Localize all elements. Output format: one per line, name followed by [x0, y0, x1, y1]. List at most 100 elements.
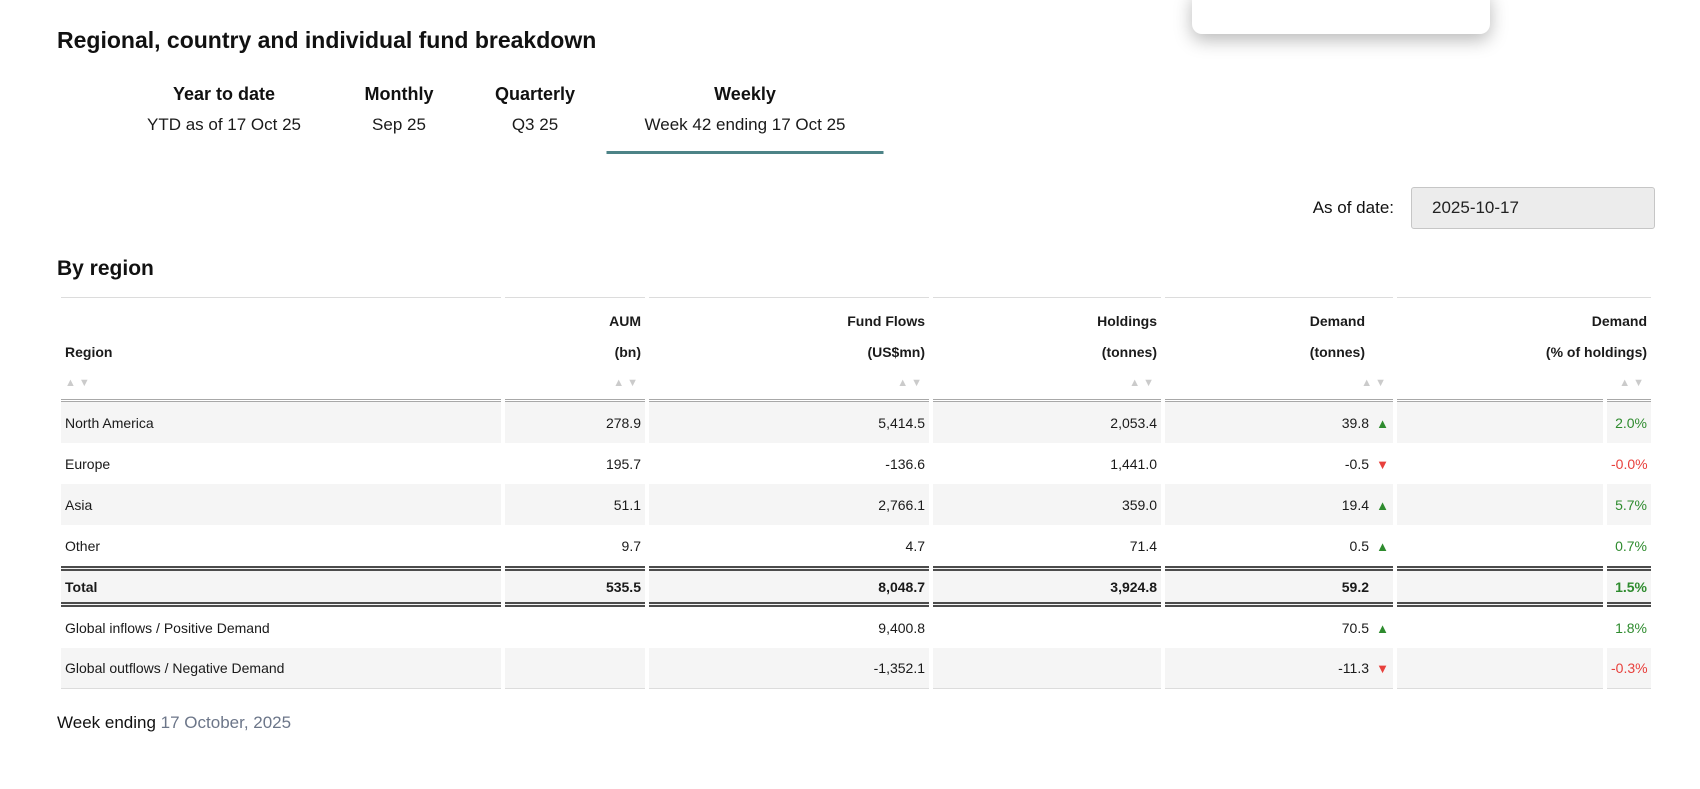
table-row-asia: Asia 51.1 2,766.1 359.0 19.4 ▲ 5.7% — [61, 484, 1652, 525]
tab-label: Monthly — [364, 84, 434, 104]
fund-flows-cell: -1,352.1 — [649, 648, 929, 689]
demand-pct-cell: -0.3% — [1607, 648, 1652, 689]
tab-sublabel: Q3 25 — [511, 115, 559, 134]
header-aum: AUM — [505, 297, 645, 332]
header-demand-tonnes: Demand — [1165, 297, 1393, 332]
trend-up-icon: ▲ — [1376, 415, 1389, 431]
demand-pct-cell: -0.0% — [1611, 455, 1648, 472]
demand-pct-spacer — [1397, 443, 1603, 484]
fund-flows-cell: 4.7 — [905, 537, 925, 554]
fund-flows-cell: 2,766.1 — [649, 484, 929, 525]
demand-pct-cell: 0.7% — [1615, 537, 1648, 554]
holdings-cell: 1,441.0 — [1110, 455, 1157, 472]
header-demand-pct-unit: (% of holdings) — [1545, 344, 1648, 360]
as-of-date-input[interactable] — [1411, 187, 1655, 229]
header-fund-flows: Fund Flows — [649, 297, 929, 332]
period-tabs: Year to date YTD as of 17 Oct 25 Monthly… — [57, 82, 1655, 161]
demand-cell: -0.5 ▼ — [1344, 455, 1389, 472]
aum-cell — [505, 607, 645, 648]
header-region: Region — [65, 344, 113, 360]
tab-quarterly[interactable]: Quarterly Q3 25 — [495, 82, 575, 137]
sort-up-icon: ▲ — [897, 377, 912, 389]
trend-down-icon: ▼ — [1376, 661, 1389, 676]
tab-label: Quarterly — [494, 84, 576, 104]
sort-down-icon: ▼ — [627, 377, 641, 389]
holdings-cell — [933, 648, 1161, 689]
sort-up-icon: ▲ — [1619, 377, 1634, 389]
demand-pct-spacer — [1397, 648, 1603, 689]
tab-weekly[interactable]: Weekly Week 42 ending 17 Oct 25 — [606, 82, 884, 154]
demand-pct-spacer — [1397, 566, 1603, 607]
table-row-other: Other 9.7 4.7 71.4 0.5 ▲ 0.7% — [61, 525, 1651, 566]
by-region-table: AUM Fund Flows Holdings Demand Demand Re… — [57, 297, 1655, 689]
region-cell: Asia — [61, 484, 501, 525]
demand-cell: 59.2 — [1165, 566, 1393, 607]
sort-spacer — [1397, 373, 1603, 402]
tab-label: Year to date — [172, 84, 276, 104]
sort-down-icon: ▼ — [78, 377, 93, 389]
trend-up-icon: ▲ — [1376, 538, 1389, 554]
header-demand-tonnes-unit: (tonnes) — [1309, 344, 1365, 360]
holdings-cell: 3,924.8 — [933, 566, 1161, 607]
sort-down-icon: ▼ — [911, 377, 925, 389]
trend-down-icon: ▼ — [1376, 456, 1389, 472]
aum-cell: 51.1 — [505, 484, 645, 525]
tab-sublabel: Sep 25 — [372, 115, 426, 134]
region-cell: Global inflows / Positive Demand — [65, 619, 270, 636]
as-of-date-row: As of date: — [57, 187, 1655, 229]
demand-cell: 0.5 ▲ — [1349, 537, 1389, 554]
header-demand-pct: Demand — [1397, 297, 1652, 332]
sort-up-icon: ▲ — [1129, 377, 1144, 389]
sort-down-icon: ▼ — [1143, 377, 1157, 389]
demand-pct-cell: 1.8% — [1615, 619, 1648, 636]
table-row-total: Total 535.5 8,048.7 3,924.8 59.2 1.5% — [61, 566, 1652, 607]
sort-down-icon: ▼ — [1633, 377, 1648, 389]
tab-sublabel: Week 42 ending 17 Oct 25 — [644, 115, 846, 134]
sort-icons-holdings[interactable]: ▲▼ — [1129, 377, 1157, 389]
header-aum-unit: (bn) — [614, 344, 641, 360]
sort-icons-demand-tonnes[interactable]: ▲▼ — [1361, 377, 1389, 389]
sort-down-icon: ▼ — [1375, 377, 1389, 389]
region-cell: North America — [61, 402, 501, 443]
tab-monthly[interactable]: Monthly Sep 25 — [365, 82, 434, 137]
table-row-global-inflows: Global inflows / Positive Demand 9,400.8… — [61, 607, 1651, 648]
region-cell: Total — [61, 566, 501, 607]
aum-cell: 535.5 — [505, 566, 645, 607]
fund-flows-cell: 5,414.5 — [649, 402, 929, 443]
table-row-europe: Europe 195.7 -136.6 1,441.0 -0.5 ▼ -0.0% — [61, 443, 1651, 484]
sort-icons-aum[interactable]: ▲▼ — [613, 377, 641, 389]
demand-cell: 39.8 ▲ — [1165, 402, 1393, 443]
demand-pct-spacer — [1397, 525, 1603, 566]
sort-icons-demand-pct[interactable]: ▲▼ — [1619, 377, 1647, 389]
sort-icons-fund-flows[interactable]: ▲▼ — [897, 377, 925, 389]
region-cell: Europe — [65, 455, 111, 472]
trend-up-icon: ▲ — [1376, 620, 1389, 636]
demand-pct-spacer — [1397, 402, 1603, 443]
header-region-spacer — [61, 297, 501, 332]
page-title: Regional, country and individual fund br… — [57, 27, 597, 53]
demand-cell: -11.3 ▼ — [1165, 648, 1393, 689]
sort-icons-region[interactable]: ▲▼ — [65, 377, 93, 389]
header-holdings-unit: (tonnes) — [1101, 344, 1157, 360]
header-holdings: Holdings — [933, 297, 1161, 332]
sort-up-icon: ▲ — [1361, 377, 1376, 389]
region-cell: Other — [65, 537, 101, 554]
demand-pct-cell: 2.0% — [1607, 402, 1652, 443]
holdings-cell: 359.0 — [933, 484, 1161, 525]
holdings-cell — [933, 607, 1161, 648]
week-ending-date: 17 October, 2025 — [160, 713, 292, 732]
demand-cell: 19.4 ▲ — [1165, 484, 1393, 525]
sort-up-icon: ▲ — [65, 377, 79, 389]
tab-year-to-date[interactable]: Year to date YTD as of 17 Oct 25 — [147, 82, 301, 137]
tab-label: Weekly — [714, 84, 776, 104]
aum-cell — [505, 648, 645, 689]
overlay-card-shadow — [1192, 0, 1490, 34]
header-fund-flows-unit: (US$mn) — [867, 344, 925, 360]
sort-up-icon: ▲ — [613, 377, 628, 389]
demand-pct-cell: 5.7% — [1607, 484, 1652, 525]
table-row-global-outflows: Global outflows / Negative Demand -1,352… — [61, 648, 1652, 689]
aum-cell: 9.7 — [621, 537, 641, 554]
section-title: By region — [57, 257, 154, 280]
main-content: Regional, country and individual fund br… — [0, 26, 1655, 733]
demand-pct-spacer — [1397, 607, 1603, 648]
